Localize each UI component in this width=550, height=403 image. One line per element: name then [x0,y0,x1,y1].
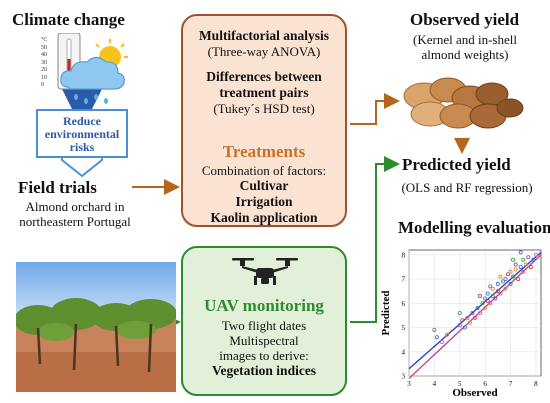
data-point [483,296,488,301]
factor-kaolin: Kaolin application [210,210,318,225]
data-point [478,311,483,316]
data-point [485,291,490,296]
data-point [470,311,475,316]
data-point [506,272,511,277]
uav-description: Two flight dates Multispectral images to… [211,318,317,378]
factor-irrigation: Irrigation [235,194,293,209]
treatments-box [181,14,347,227]
data-point [498,291,503,296]
y-tick-label: 5 [402,324,406,332]
scatter-plot: 3 4 5 6 7 8 3 4 5 6 7 8 Observed Predicted [380,249,542,399]
data-point [511,274,516,279]
data-point [432,327,437,332]
field-trials-description: Almond orchard in northeastern Portugal [19,199,131,229]
arrow-treatments-to-observed [350,93,400,125]
almonds-image [403,77,524,129]
data-point [475,306,480,311]
data-point [488,301,493,306]
plot-area [408,249,542,377]
climate-thermometer-cloud-icon [57,33,128,104]
data-point [483,306,488,311]
y-axis-label: Predicted [380,290,392,335]
x-tick-label: 6 [483,380,487,388]
data-point [478,294,483,299]
treatments-title: Treatments [222,142,306,161]
data-point [503,277,508,282]
factor-cultivar: Cultivar [239,178,289,193]
predicted-yield-description: (OLS and RF regression) [401,180,533,195]
x-tick-label: 8 [534,380,538,388]
arrow-uav-to-predicted [350,156,400,323]
data-point [467,320,472,325]
data-point [531,257,536,262]
data-point [490,294,495,299]
y-tick-label: 4 [402,348,406,356]
observed-yield-description: (Kernel and in-shell almond weights) [413,32,517,62]
y-tick-label: 8 [402,251,406,259]
regression-line [408,251,542,370]
data-point [485,298,490,303]
data-point [462,325,467,330]
data-point [473,315,478,320]
treatments-factors: Combination of factors: Cultivar Irrigat… [181,163,347,226]
modelling-evaluation-title: Modelling evaluation [398,218,550,237]
reduce-risks-box: Reduce environmental risks [36,109,128,158]
y-tick-label: 7 [402,276,406,284]
data-point [457,323,462,328]
analysis-text: Multifactorial analysis (Three-way ANOVA… [198,28,330,116]
data-point [518,264,523,269]
predicted-yield-title: Predicted yield [402,155,511,174]
risk-down-arrow [61,156,103,178]
climate-title: Climate change [12,10,125,29]
data-point [518,250,523,255]
data-point [500,279,505,284]
data-point [465,315,470,320]
data-point [493,296,498,301]
data-point [495,281,500,286]
data-point [513,267,518,272]
data-point [528,264,533,269]
data-point [480,301,485,306]
data-point [457,311,462,316]
drone-icon [232,258,298,285]
data-point [460,318,465,323]
data-point [526,255,531,260]
observed-yield-title: Observed yield [410,10,520,29]
data-point [490,286,495,291]
data-point [440,340,445,345]
y-tick-label: 6 [402,300,406,308]
data-point [434,335,439,340]
field-trials-title: Field trials [18,178,97,197]
data-point [521,269,526,274]
data-point [516,277,521,282]
x-tick-label: 3 [407,380,411,388]
data-point [521,257,526,262]
x-tick-label: 5 [458,380,462,388]
data-point [498,274,503,279]
data-point [508,281,513,286]
x-tick-label: 4 [433,380,437,388]
data-point [495,289,500,294]
data-point [513,262,518,267]
data-point [445,332,450,337]
data-point [488,284,493,289]
y-tick-label: 3 [402,373,406,381]
uav-title: UAV monitoring [204,296,324,315]
data-point [508,269,513,274]
almond-orchard-photo [16,262,176,392]
data-point [503,286,508,291]
x-tick-label: 7 [509,380,513,388]
data-point [511,257,516,262]
x-axis-label: Observed [452,387,497,399]
thermometer-scale: °C 50 40 30 20 10 0 [41,37,48,88]
data-point [523,262,528,267]
data-point [533,252,538,257]
